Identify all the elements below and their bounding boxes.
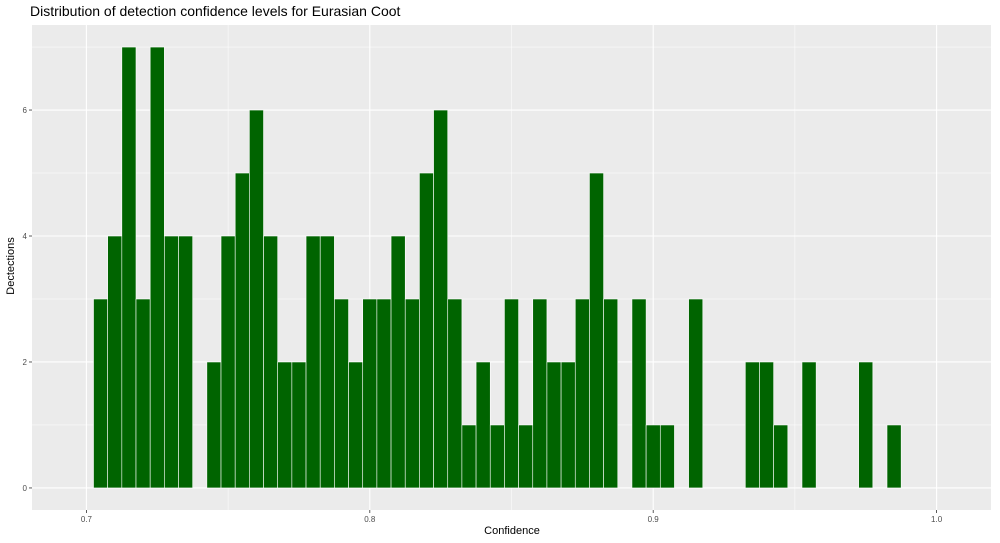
y-tick-label: 6 — [23, 106, 28, 115]
y-tick-label: 0 — [23, 484, 28, 493]
histogram-bar — [107, 235, 123, 489]
histogram-bar — [447, 298, 463, 489]
histogram-bar — [475, 361, 491, 489]
histogram-bar — [376, 298, 392, 489]
histogram-bar — [546, 361, 562, 489]
histogram-bar — [645, 424, 661, 489]
histogram-bar — [560, 361, 576, 489]
histogram-bar — [518, 424, 534, 489]
y-axis-ticks: 0 2 4 6 — [23, 106, 32, 493]
histogram-bar — [319, 235, 335, 489]
histogram-bar — [801, 361, 817, 489]
histogram-bar — [390, 235, 406, 489]
histogram-bar — [659, 424, 675, 489]
x-tick-label: 1.0 — [931, 515, 943, 524]
histogram-bar — [631, 298, 647, 489]
histogram-bar — [277, 361, 293, 489]
histogram-bar — [220, 235, 236, 489]
histogram-bar — [149, 46, 165, 489]
histogram-bar — [433, 109, 449, 489]
histogram-bar — [532, 298, 548, 489]
histogram-bar — [305, 235, 321, 489]
y-tick-label: 4 — [23, 232, 28, 241]
x-tick-label: 0.9 — [648, 515, 660, 524]
chart-title: Distribution of detection confidence lev… — [30, 3, 401, 19]
histogram-bar — [206, 361, 222, 489]
histogram-bar — [334, 298, 349, 489]
histogram-bar — [886, 424, 902, 489]
histogram-bar — [121, 46, 137, 489]
y-tick-label: 2 — [23, 358, 28, 367]
histogram-bar — [164, 235, 179, 489]
bars — [93, 46, 902, 489]
histogram-bar — [461, 424, 477, 489]
x-tick-label: 0.7 — [81, 515, 93, 524]
x-axis-title: Confidence — [484, 525, 540, 537]
histogram-bar — [249, 109, 264, 489]
histogram-bar — [135, 298, 151, 489]
histogram-bar — [348, 361, 364, 489]
histogram-bar — [744, 361, 760, 489]
x-axis-ticks: 0.7 0.8 0.9 1.0 — [81, 510, 943, 524]
histogram-bar — [263, 235, 279, 489]
histogram-bar — [362, 298, 378, 489]
y-axis-title: Dectections — [5, 237, 17, 295]
histogram-bar — [603, 298, 619, 489]
histogram-bar — [589, 172, 604, 489]
histogram-bar — [759, 361, 774, 489]
x-tick-label: 0.8 — [364, 515, 376, 524]
histogram-bar — [291, 361, 307, 489]
histogram-bar — [93, 298, 108, 489]
histogram-bar — [178, 235, 193, 489]
histogram-bar — [504, 298, 519, 489]
histogram-bar — [688, 298, 704, 489]
histogram-bar — [404, 298, 420, 489]
histogram-bar — [419, 172, 434, 489]
histogram-bar — [858, 361, 874, 489]
histogram-bar — [773, 424, 789, 489]
histogram-bar — [489, 424, 505, 489]
histogram-bar — [574, 298, 590, 489]
histogram-bar — [234, 172, 250, 489]
